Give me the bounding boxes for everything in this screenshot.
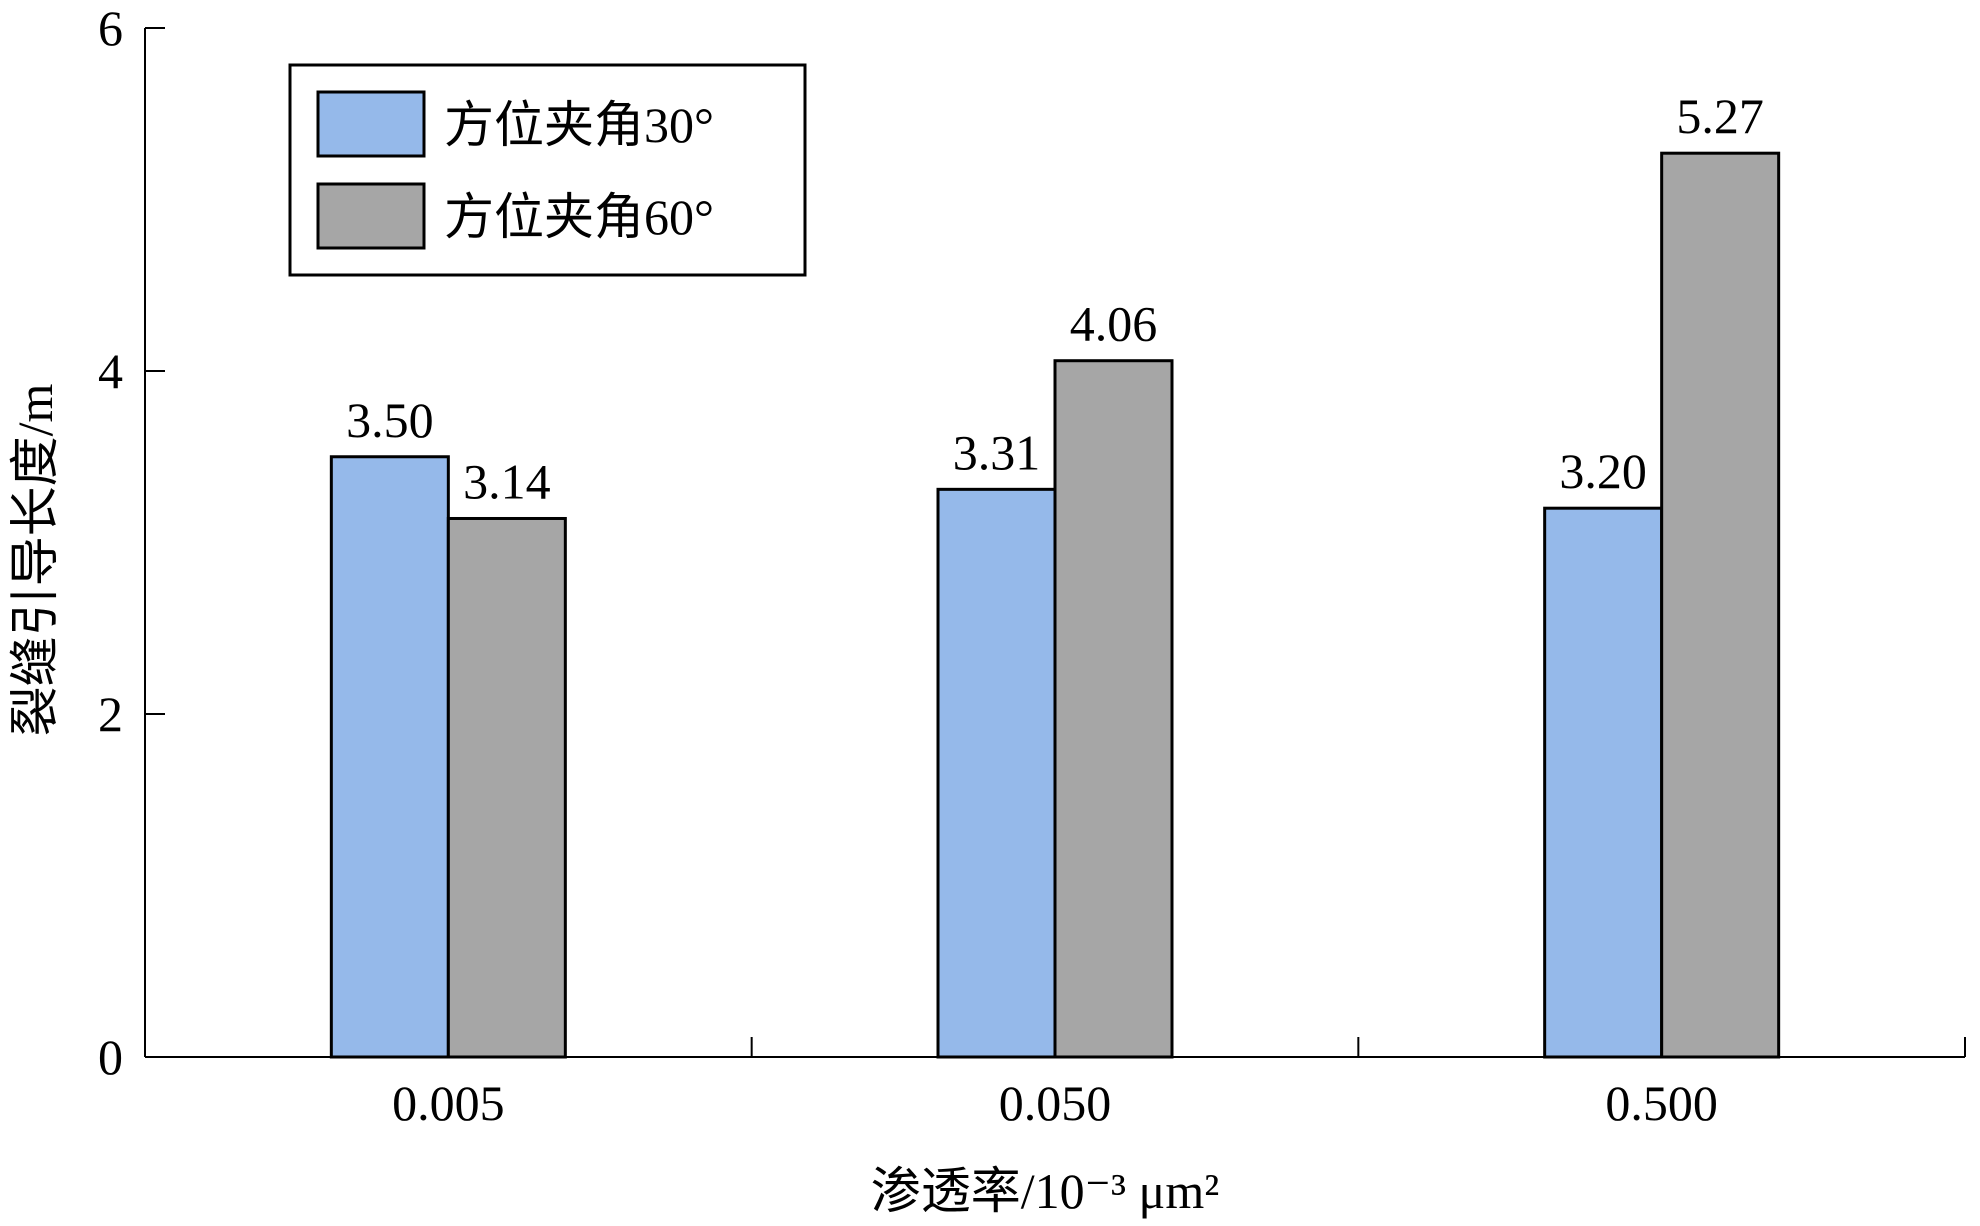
y-tick-label: 4 [98, 343, 123, 399]
x-tick-label: 0.005 [392, 1075, 505, 1131]
bar-1-3 [1543, 506, 1664, 1059]
x-tick-label: 0.500 [1605, 1075, 1718, 1131]
axes: 0 2 4 6 0.005 0.050 0.500 [98, 0, 1966, 1131]
legend-swatch [316, 182, 426, 250]
y-axis-title: 裂缝引导长度/m [7, 384, 63, 737]
legend-label: 方位夹角60° [444, 189, 714, 245]
bar-2-3 [1660, 151, 1781, 1059]
bar-value-label: 3.50 [346, 392, 434, 448]
bar-value-label: 3.31 [953, 424, 1041, 480]
x-tick-label: 0.050 [999, 1075, 1112, 1131]
bar-2-2 [1053, 359, 1174, 1059]
bar-1-1 [329, 455, 450, 1059]
bar-value-label: 4.06 [1070, 296, 1158, 352]
legend-swatch [316, 90, 426, 158]
x-axis-title: 渗透率/10⁻³ μm² [871, 1163, 1219, 1219]
y-tick-label: 0 [98, 1029, 123, 1085]
y-tick-label: 6 [98, 0, 123, 56]
bar-1-2 [936, 487, 1057, 1059]
bars: 3.50 3.31 3.20 3.14 4.06 5.27 [329, 88, 1781, 1059]
y-tick-label: 2 [98, 686, 123, 742]
legend: 方位夹角30° 方位夹角60° [288, 63, 807, 277]
bar-value-label: 5.27 [1676, 88, 1764, 144]
bar-value-label: 3.14 [463, 453, 551, 509]
bar-2-1 [446, 516, 567, 1059]
legend-label: 方位夹角30° [444, 97, 714, 153]
bar-value-label: 3.20 [1559, 443, 1647, 499]
